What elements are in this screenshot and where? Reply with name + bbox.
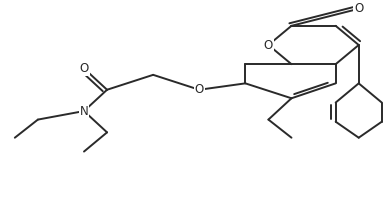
Text: O: O xyxy=(264,39,273,51)
Text: O: O xyxy=(195,83,204,96)
Text: N: N xyxy=(80,104,88,118)
Text: O: O xyxy=(354,2,363,15)
Text: O: O xyxy=(79,62,89,75)
